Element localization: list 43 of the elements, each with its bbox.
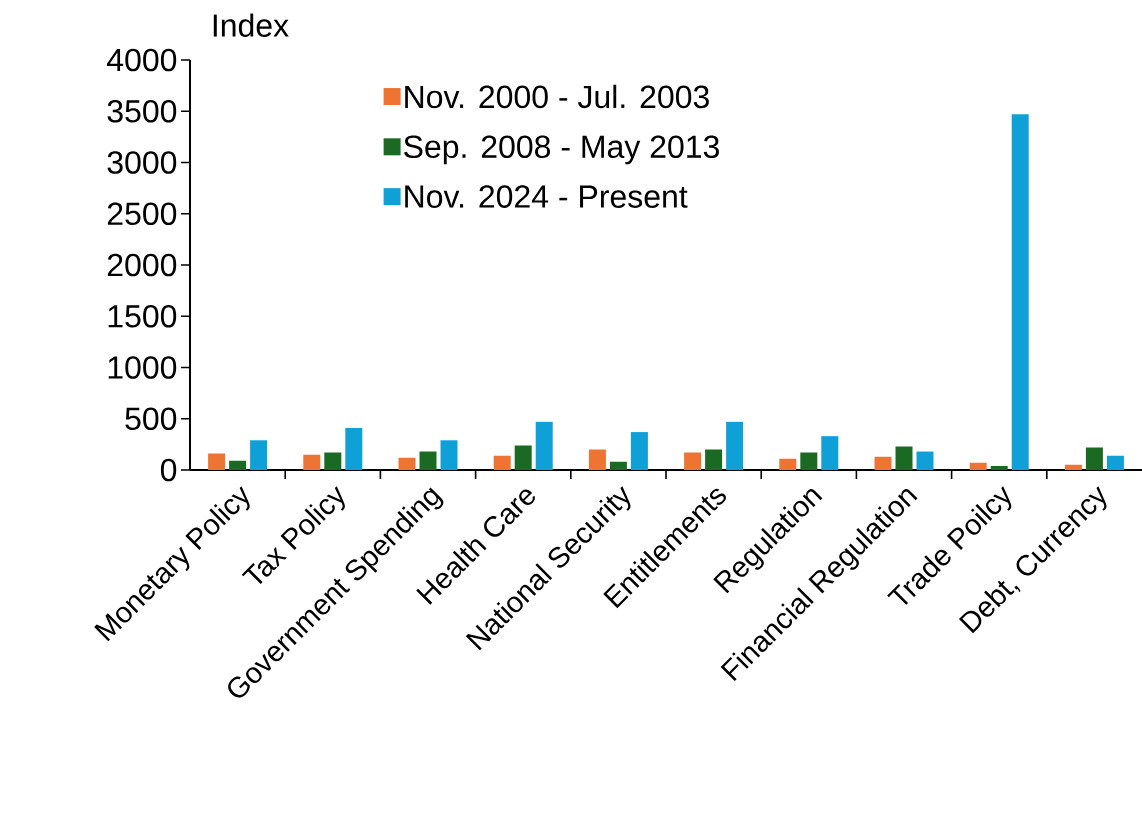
bar [588, 449, 606, 470]
y-tick-label: 1000 [108, 356, 177, 379]
bar [345, 427, 363, 470]
bar [821, 436, 839, 470]
legend-label: Sep. 2008 - May 2013 [404, 135, 719, 165]
bar [705, 449, 723, 470]
y-axis-title: Index [213, 13, 289, 37]
bar [726, 421, 744, 470]
bar [895, 446, 913, 470]
bar [1106, 455, 1124, 470]
bar [1064, 464, 1082, 470]
y-tick-label: 3500 [107, 99, 177, 123]
bar [969, 462, 987, 470]
y-tick-label: 500 [125, 407, 177, 431]
bar [535, 421, 553, 470]
bar [514, 445, 532, 470]
legend-label: Nov. 2000 - Jul. 2003 [405, 84, 709, 109]
bar [324, 452, 342, 470]
bar [874, 456, 892, 470]
bar [440, 440, 458, 470]
y-tick-label: 3000 [107, 151, 177, 174]
bar [493, 455, 511, 470]
bar [990, 465, 1008, 470]
y-tick-label: 4000 [107, 48, 177, 72]
y-tick-label: 0 [160, 458, 177, 482]
bar [208, 453, 226, 470]
bar [609, 461, 627, 470]
bar [684, 452, 702, 470]
bar [1011, 114, 1029, 470]
bar [398, 457, 416, 470]
bar [800, 452, 818, 470]
bar [630, 432, 648, 470]
bar [419, 451, 437, 470]
legend-label: Nov. 2024 - Present [405, 185, 688, 208]
bar [1085, 447, 1103, 470]
y-tick-label: 2000 [107, 253, 177, 277]
bar [303, 454, 321, 470]
bar [779, 458, 797, 470]
bar [229, 460, 247, 470]
y-tick-label: 2500 [107, 202, 177, 226]
y-tick-label: 1500 [108, 304, 177, 328]
bar [916, 451, 934, 470]
bar [250, 440, 268, 470]
